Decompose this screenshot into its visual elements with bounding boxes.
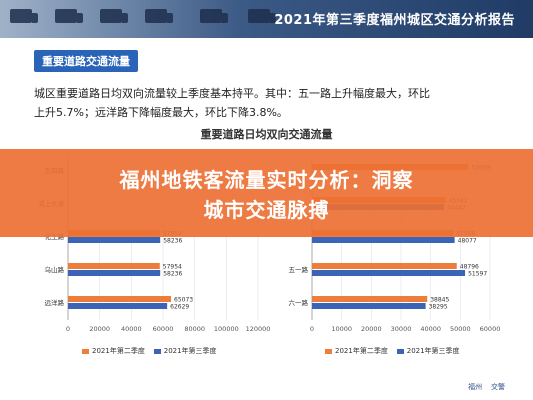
category-label: 乌山路	[45, 265, 65, 274]
legend-item-q2: 2021年第二季度	[82, 347, 145, 355]
truck-icon	[100, 9, 128, 23]
section-paragraph: 城区重要道路日均双向流量较上季度基本持平。其中：五一路上升幅度最大，环比 上升5…	[34, 84, 504, 122]
headline-banner	[0, 149, 533, 237]
data-label: 57954	[163, 264, 182, 271]
bar	[312, 263, 457, 269]
legend-label: 2021年第二季度	[335, 347, 388, 355]
category-label: 远洋路	[45, 298, 65, 307]
truck-icon	[10, 9, 38, 23]
x-tick-label: 0	[310, 325, 314, 333]
footer-logo-police: 交警	[491, 383, 505, 391]
truck-icon	[55, 9, 83, 23]
x-tick-label: 20000	[361, 325, 382, 333]
footer-logos: 福州 交警	[468, 382, 505, 392]
x-tick-label: 60000	[153, 325, 174, 333]
bar	[68, 270, 161, 276]
legend-left: 2021年第二季度 2021年第三季度	[82, 346, 217, 356]
bar	[68, 263, 160, 269]
legend-label: 2021年第三季度	[163, 347, 217, 355]
data-label: 51597	[468, 271, 487, 278]
x-tick-label: 50000	[450, 325, 471, 333]
legend-swatch	[153, 348, 161, 354]
x-tick-label: 100000	[214, 325, 239, 333]
bar	[68, 296, 172, 302]
footer-logo-fuzhou: 福州	[468, 383, 483, 391]
data-label: 58236	[163, 238, 182, 245]
legend-right: 2021年第二季度 2021年第三季度	[325, 346, 460, 356]
legend-swatch	[82, 348, 89, 354]
legend-item-q3: 2021年第三季度	[396, 347, 460, 355]
legend-item-q2: 2021年第二季度	[325, 347, 388, 355]
bar	[68, 303, 168, 309]
x-tick-label: 30000	[391, 325, 412, 333]
bar	[312, 303, 426, 309]
bar	[312, 237, 455, 243]
truck-icon	[200, 9, 228, 23]
bar	[312, 296, 428, 302]
category-label: 五一路	[289, 265, 309, 274]
report-header: 2021年第三季度福州城区交通分析报告	[0, 0, 533, 38]
legend-label: 2021年第三季度	[406, 347, 460, 355]
report-title: 2021年第三季度福州城区交通分析报告	[274, 13, 515, 28]
data-label: 38295	[429, 304, 448, 311]
data-label: 65073	[174, 297, 193, 304]
paragraph-line: 上升5.7%；远洋路下降幅度最大，环比下降3.8%。	[34, 106, 288, 119]
bar	[68, 237, 161, 243]
data-label: 48796	[460, 264, 479, 271]
category-label: 六一路	[289, 298, 309, 307]
truck-icon	[145, 9, 173, 23]
data-label: 48077	[458, 238, 477, 245]
bar	[312, 270, 466, 276]
legend-swatch	[396, 348, 404, 354]
x-tick-label: 10000	[331, 325, 352, 333]
x-tick-label: 20000	[89, 325, 110, 333]
headline-title: 福州地铁客流量实时分析：洞察 城市交通脉搏	[0, 165, 533, 225]
paragraph-line: 城区重要道路日均双向流量较上季度基本持平。其中：五一路上升幅度最大，环比	[34, 87, 430, 100]
x-tick-label: 40000	[121, 325, 142, 333]
data-label: 58236	[163, 271, 182, 278]
section-tag: 重要道路交通流量	[34, 50, 138, 72]
x-tick-label: 40000	[420, 325, 441, 333]
x-tick-label: 120000	[246, 325, 270, 333]
legend-label: 2021年第二季度	[92, 347, 145, 355]
x-tick-label: 0	[66, 325, 70, 333]
headline-line: 福州地铁客流量实时分析：洞察	[119, 168, 414, 192]
data-label: 38845	[430, 297, 449, 304]
truck-icon	[248, 9, 276, 23]
x-tick-label: 60000	[480, 325, 501, 333]
data-label: 62629	[170, 304, 189, 311]
x-tick-label: 80000	[184, 325, 205, 333]
legend-item-q3: 2021年第三季度	[153, 347, 217, 355]
legend-swatch	[325, 348, 332, 354]
chart-title: 重要道路日均双向交通流量	[200, 128, 333, 141]
headline-line: 城市交通脉搏	[203, 198, 330, 222]
